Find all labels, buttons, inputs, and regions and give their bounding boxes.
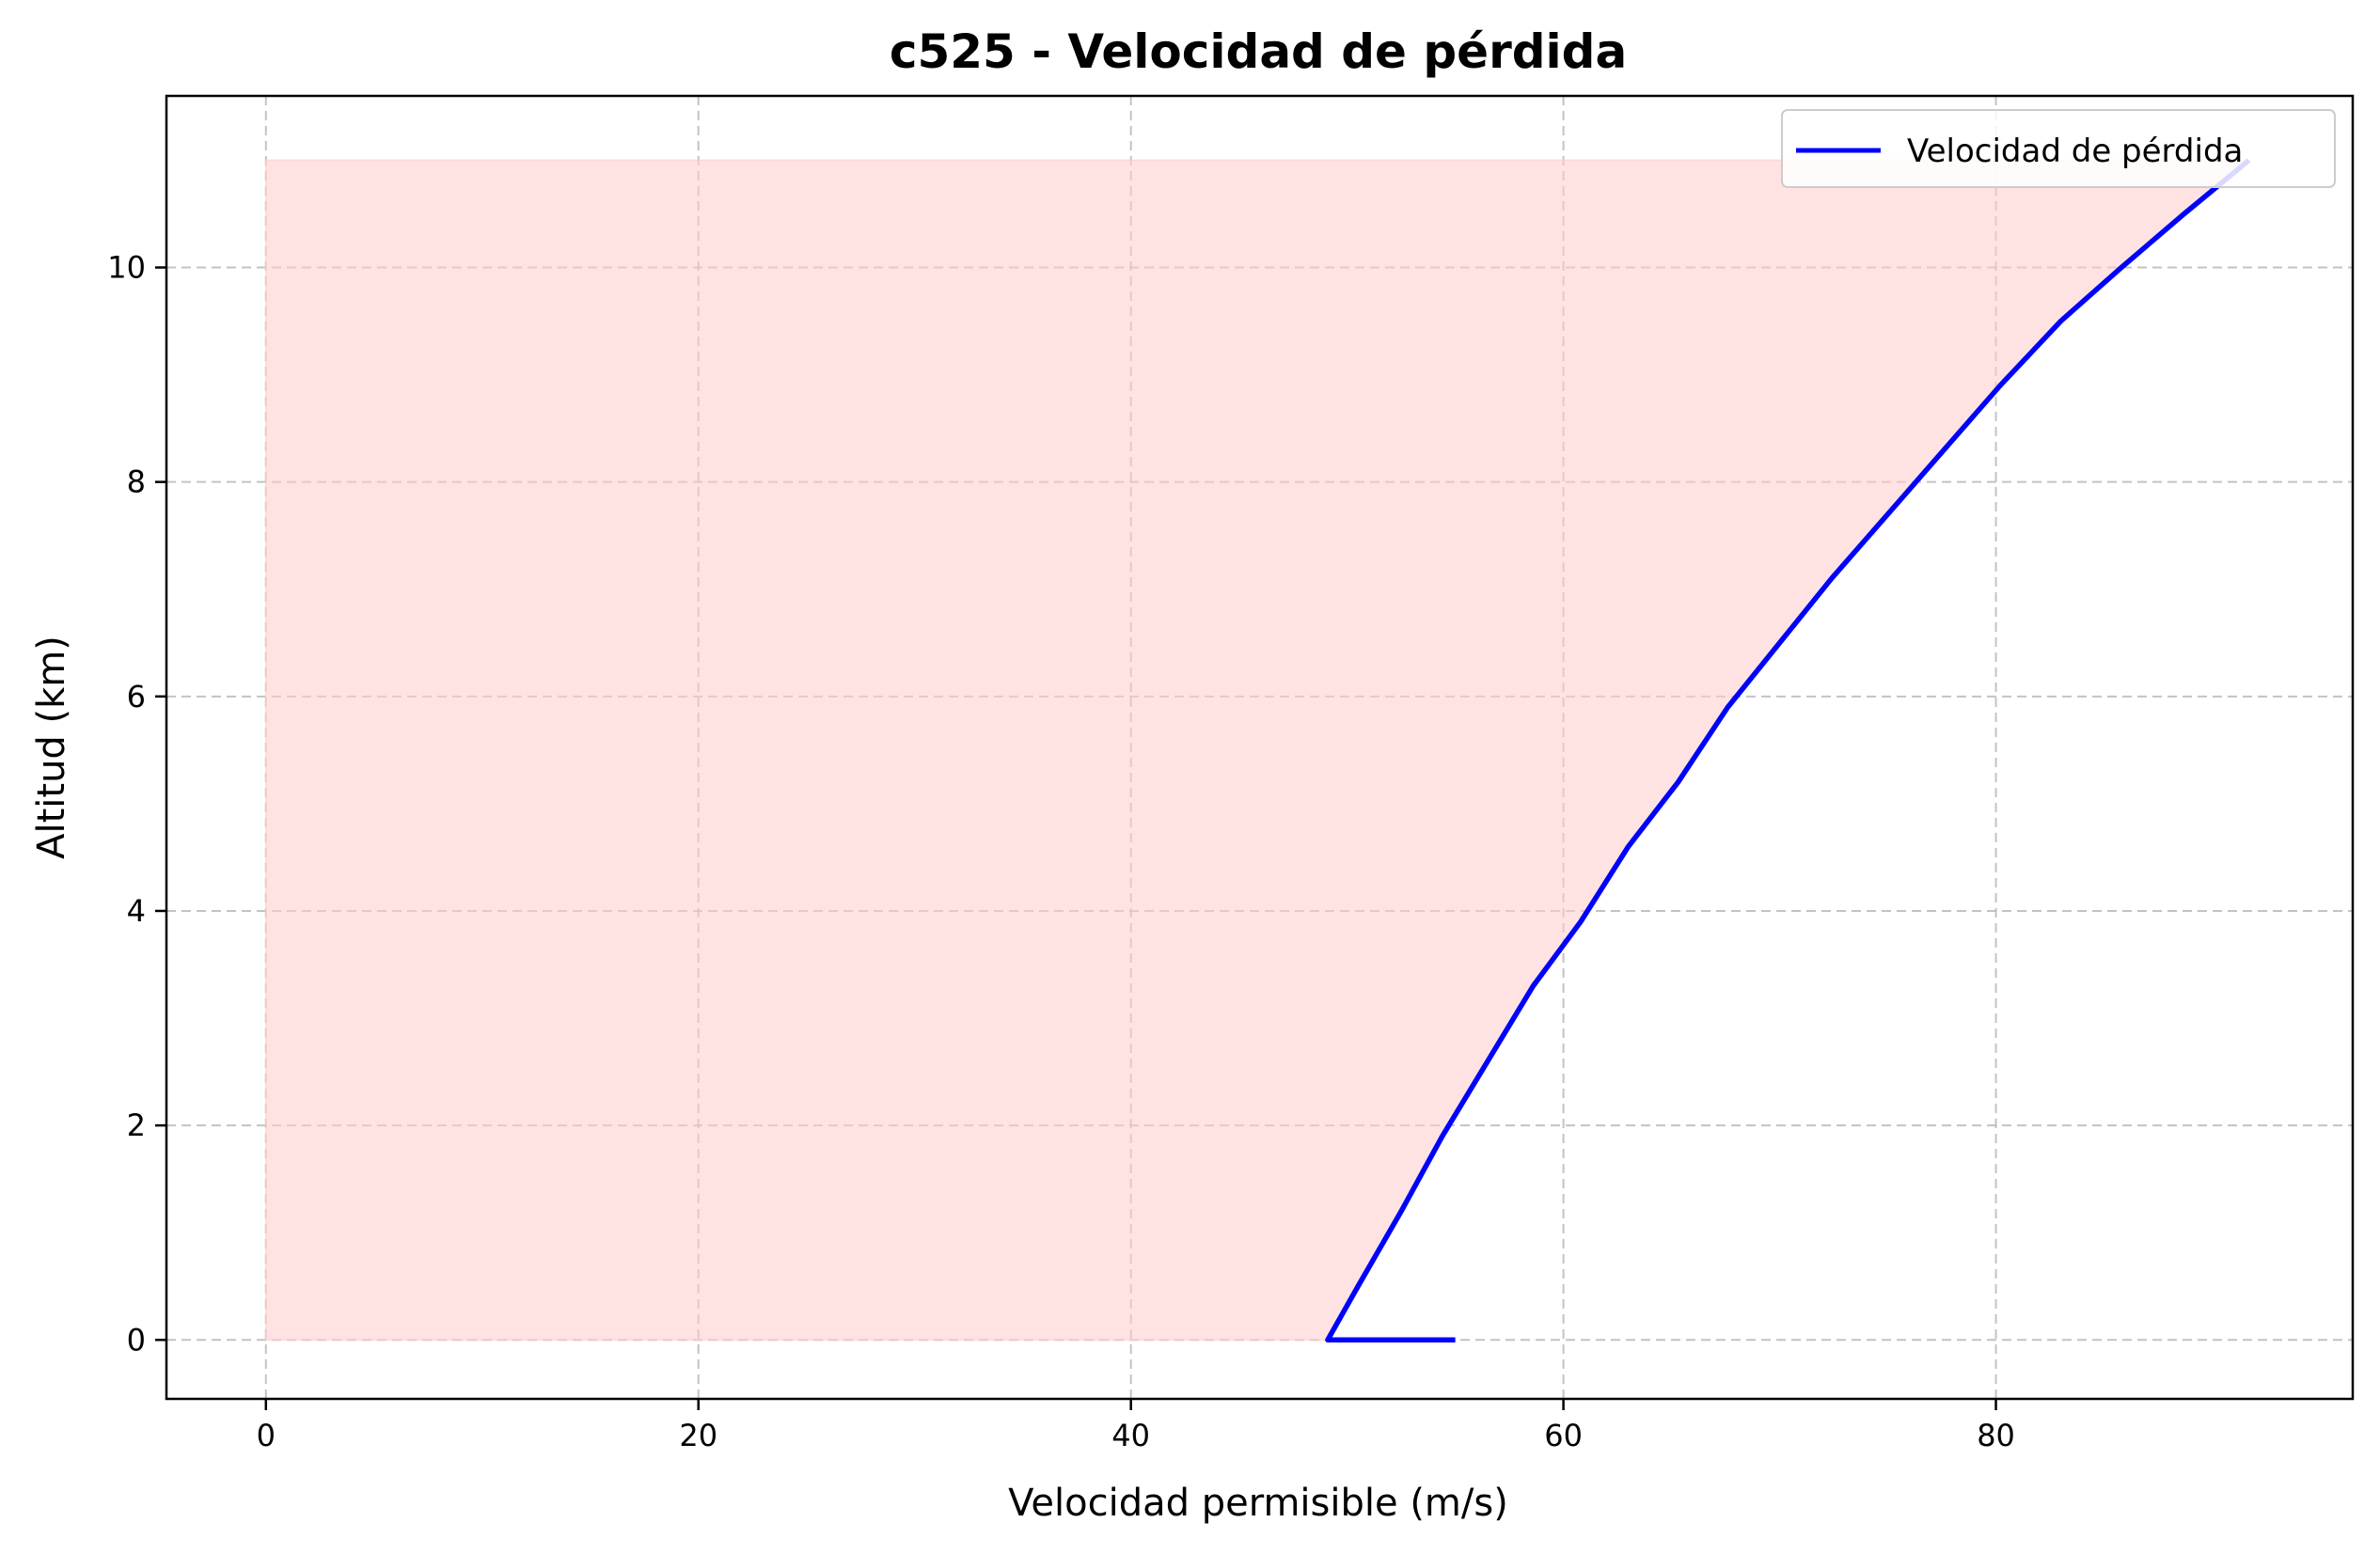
legend: Velocidad de pérdida: [1781, 109, 2336, 188]
x-axis-label: Velocidad permisible (m/s): [1008, 1482, 1508, 1525]
y-axis-label: Altitud (km): [30, 636, 73, 859]
series-line-velocidad-de-perdida: [1325, 158, 2251, 1343]
y-tick-label: 4: [127, 893, 146, 929]
y-tick-label: 6: [127, 679, 146, 714]
y-axis-ticks: 0 2 4 6 8 10: [107, 250, 166, 1358]
x-tick-label: 0: [257, 1418, 276, 1453]
y-tick-label: 2: [127, 1107, 146, 1143]
x-tick-label: 40: [1111, 1418, 1150, 1453]
y-tick-label: 10: [107, 250, 146, 286]
legend-box: [1781, 109, 2336, 188]
fill-layer: [264, 159, 2252, 1342]
y-tick-label: 0: [127, 1322, 146, 1358]
plot-frame: [165, 94, 2355, 1401]
legend-label: Velocidad de pérdida: [1907, 133, 2243, 170]
y-tick-label: 8: [127, 464, 146, 500]
series-layer: [1325, 158, 2251, 1343]
x-tick-label: 20: [679, 1418, 717, 1453]
x-tick-label: 80: [1977, 1418, 2015, 1453]
chart-title: c525 - Velocidad de pérdida: [890, 24, 1627, 79]
x-axis-ticks: 0 20 40 60 80: [257, 1399, 2015, 1453]
x-tick-label: 60: [1544, 1418, 1583, 1453]
fill-region: [264, 159, 2252, 1342]
